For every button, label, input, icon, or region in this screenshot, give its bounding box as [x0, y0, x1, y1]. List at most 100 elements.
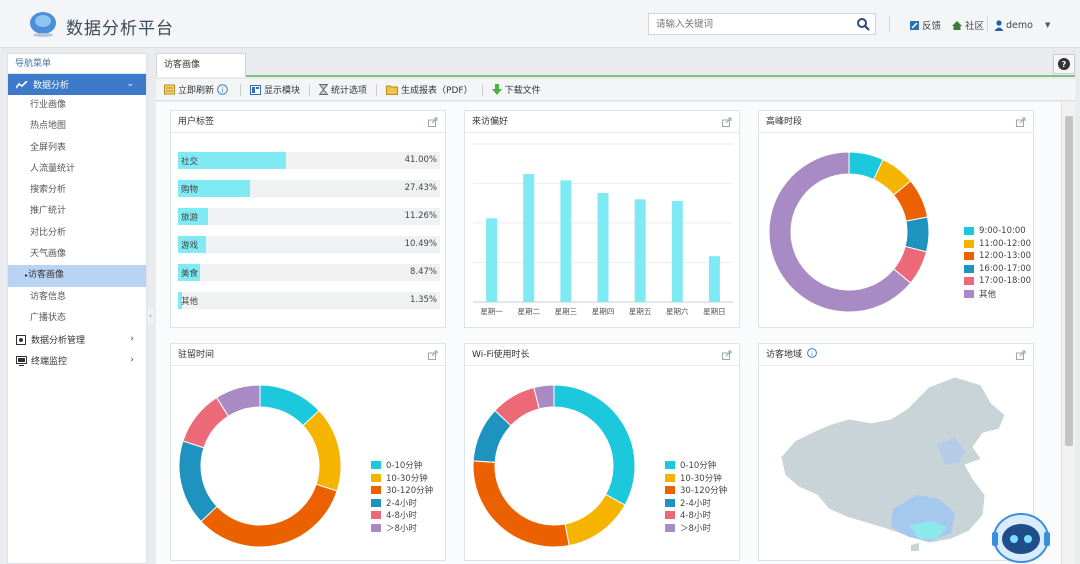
- panel-title-text: 访客地域: [766, 350, 803, 360]
- export-icon[interactable]: [1016, 117, 1026, 127]
- generate-report-button[interactable]: 生成报表（PDF）: [386, 79, 473, 101]
- sidebar-item[interactable]: 行业画像: [30, 100, 67, 110]
- tag-name: 社交: [181, 157, 199, 167]
- legend-swatch: [665, 511, 675, 520]
- refresh-button[interactable]: 立即刷新 i: [164, 79, 231, 101]
- donut-slice: [215, 384, 261, 417]
- legend-item[interactable]: 0-10分钟: [665, 459, 727, 472]
- legend-item[interactable]: 30-120分钟: [371, 484, 433, 497]
- info-icon[interactable]: i: [217, 84, 228, 95]
- legend-label: ＞8小时: [680, 523, 711, 534]
- tag-row: 游戏 10.49%: [178, 236, 440, 253]
- legend-item[interactable]: 11:00-12:00: [964, 238, 1031, 251]
- sidebar-item-active[interactable]: ▸访客画像: [8, 265, 146, 287]
- legend-item[interactable]: 17:00-18:00: [964, 275, 1031, 288]
- sidebar-collapse-handle[interactable]: ‹: [147, 308, 154, 324]
- legend-label: 其他: [979, 289, 997, 300]
- panel-visitor-region: 访客地域 i: [758, 343, 1034, 561]
- toolbar-divider: [240, 83, 242, 96]
- sidebar-item[interactable]: 人流量统计: [30, 163, 76, 174]
- export-icon[interactable]: [722, 350, 732, 360]
- search-box: [648, 13, 876, 35]
- sidebar-item[interactable]: 天气画像: [30, 249, 67, 260]
- export-icon[interactable]: [722, 117, 732, 127]
- panel-user-tags: 用户标签 社交 41.00% 购物 27.43% 旅游 11.26% 游戏 10.49%…: [170, 110, 446, 328]
- legend-item[interactable]: 4-8小时: [371, 509, 433, 522]
- scrollbar-thumb[interactable]: [1065, 116, 1073, 446]
- legend-item[interactable]: 0-10分钟: [371, 459, 433, 472]
- tab-visitor-portrait[interactable]: 访客画像: [156, 53, 246, 77]
- nav-group-data-management[interactable]: 数据分析管理 ›: [8, 329, 146, 350]
- legend-item[interactable]: 2-4小时: [665, 497, 727, 510]
- legend-item[interactable]: 16:00-17:00: [964, 263, 1031, 276]
- info-icon[interactable]: i: [806, 348, 817, 358]
- home-icon: [952, 20, 962, 30]
- map-region-island: [911, 543, 919, 551]
- panel-visit-preference: 来访偏好 星期一 星期二 星期三 星期四 星期五 星期六 星期日: [464, 110, 740, 328]
- user-name: demo: [1006, 19, 1033, 31]
- legend-item[interactable]: 10-30分钟: [665, 472, 727, 485]
- export-icon[interactable]: [428, 117, 438, 127]
- bar: [486, 218, 498, 302]
- generate-report-label: 生成报表（PDF）: [401, 86, 473, 96]
- chevron-down-icon[interactable]: ▼: [1044, 21, 1051, 29]
- map-region-mainland: [780, 376, 1006, 544]
- sidebar-item[interactable]: 搜索分析: [30, 185, 67, 196]
- legend-item[interactable]: 其他: [964, 288, 1031, 301]
- legend-swatch: [964, 239, 974, 248]
- x-tick-label: 星期日: [703, 307, 726, 316]
- nav-group-terminal-monitor[interactable]: 终端监控 ›: [8, 350, 146, 371]
- show-modules-label: 显示模块: [264, 86, 301, 96]
- sidebar-item[interactable]: 对比分析: [30, 227, 67, 238]
- hourglass-icon: [319, 84, 329, 95]
- export-icon[interactable]: [1016, 350, 1026, 360]
- download-button[interactable]: 下载文件: [491, 79, 541, 101]
- sidebar-item[interactable]: 推广统计: [30, 206, 67, 217]
- nav-title: 导航菜单: [8, 54, 146, 74]
- map-region-east: [937, 437, 965, 465]
- legend-item[interactable]: 30-120分钟: [665, 484, 727, 497]
- legend-item[interactable]: 2-4小时: [371, 497, 433, 510]
- help-button[interactable]: ?: [1053, 54, 1075, 74]
- stats-options-button[interactable]: 统计选项: [319, 79, 367, 101]
- legend-item[interactable]: ＞8小时: [665, 522, 727, 535]
- app-title: 数据分析平台: [66, 19, 174, 39]
- feedback-icon: [910, 20, 919, 30]
- assistant-robot-icon[interactable]: [990, 508, 1052, 564]
- nav-group-data-analysis[interactable]: 数据分析 ⌄: [8, 74, 146, 95]
- database-icon: [16, 334, 26, 345]
- legend-label: 30-120分钟: [386, 486, 434, 497]
- search-input[interactable]: [649, 14, 849, 34]
- legend-item[interactable]: 4-8小时: [665, 509, 727, 522]
- show-modules-button[interactable]: 显示模块: [250, 79, 300, 101]
- legend-swatch: [665, 461, 675, 470]
- svg-text:?: ?: [1062, 60, 1067, 69]
- vertical-scrollbar[interactable]: [1061, 102, 1075, 564]
- legend-swatch: [964, 289, 974, 298]
- community-link[interactable]: 社区: [951, 18, 984, 32]
- sidebar-item[interactable]: 热点地图: [30, 121, 67, 132]
- donut-slice: [302, 409, 342, 492]
- feedback-link[interactable]: 反馈: [909, 18, 941, 32]
- legend-item[interactable]: ＞8小时: [371, 522, 433, 535]
- nav-group-label: 数据分析: [33, 81, 70, 91]
- sidebar-item[interactable]: 全屏列表: [30, 142, 67, 153]
- legend-swatch: [665, 523, 675, 532]
- sidebar: 导航菜单 数据分析 ⌄ 行业画像 热点地图 全屏列表 人流量统计 搜索分析 推广…: [7, 53, 147, 564]
- donut-slice: [178, 440, 218, 523]
- legend-item[interactable]: 9:00-10:00: [964, 225, 1031, 238]
- bar: [671, 200, 683, 302]
- legend-label: 2-4小时: [680, 498, 711, 509]
- sidebar-item[interactable]: 广播状态: [30, 312, 67, 323]
- export-icon[interactable]: [428, 350, 438, 360]
- chart-legend: 0-10分钟 10-30分钟 30-120分钟 2-4小时 4-8小时 ＞8小时: [371, 459, 433, 534]
- legend-swatch: [371, 461, 381, 470]
- legend-item[interactable]: 10-30分钟: [371, 472, 433, 485]
- sidebar-item-label: 访客画像: [28, 270, 65, 281]
- nav-group-label: 终端监控: [31, 357, 68, 368]
- download-icon: [491, 84, 502, 95]
- sidebar-item[interactable]: 访客信息: [30, 291, 67, 302]
- search-icon[interactable]: [856, 17, 870, 31]
- legend-item[interactable]: 12:00-13:00: [964, 250, 1031, 263]
- user-menu[interactable]: demo ▼: [994, 18, 1050, 32]
